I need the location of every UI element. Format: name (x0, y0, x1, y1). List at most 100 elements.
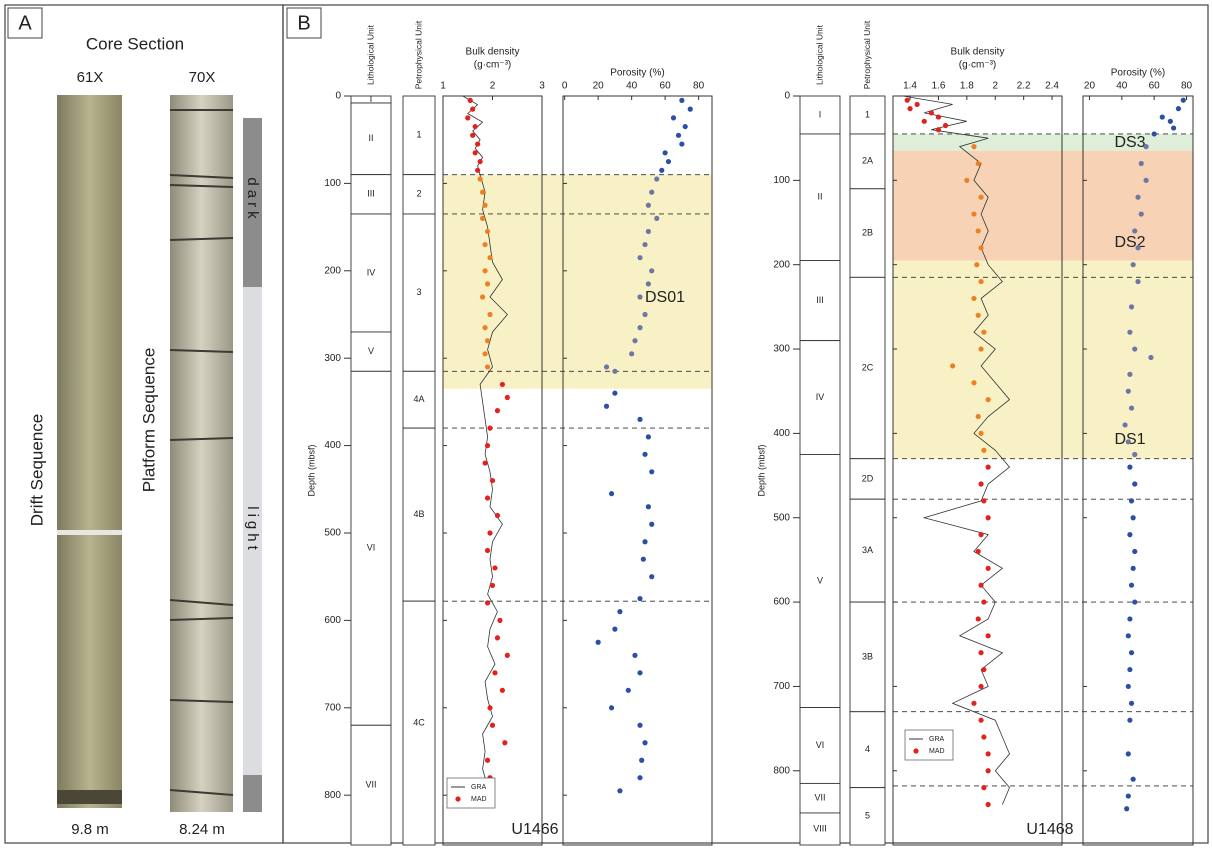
data-point (985, 565, 991, 571)
data-point (978, 346, 984, 352)
data-point (645, 434, 651, 440)
y-tick-label: 700 (324, 702, 341, 713)
panel-label: A (18, 12, 32, 34)
lithological-unit-label: VII (365, 780, 376, 790)
y-tick-label: 600 (773, 597, 790, 608)
y-tick-label: 0 (784, 91, 790, 102)
y-tick-label: 700 (773, 681, 790, 692)
petrophysical-unit (402, 95, 436, 176)
data-point (679, 97, 685, 103)
color-bar-light (243, 287, 262, 775)
data-point (950, 363, 956, 369)
data-point (1128, 650, 1135, 656)
data-point (649, 574, 655, 580)
core-gap (57, 530, 122, 535)
data-point (645, 281, 651, 287)
data-point (981, 329, 987, 335)
zone-label: DS3 (1114, 134, 1145, 151)
data-point (662, 150, 668, 156)
data-point (502, 740, 508, 746)
column-header: Lithological Unit (814, 24, 824, 85)
data-point (1138, 211, 1144, 217)
y-tick-label: 800 (324, 790, 341, 801)
data-point (470, 132, 476, 138)
data-point (904, 97, 910, 103)
x-tick-label: 1.4 (903, 81, 917, 92)
data-point (1127, 616, 1133, 622)
data-point (1167, 118, 1173, 124)
data-point (477, 176, 483, 182)
data-point (978, 683, 984, 690)
petrophysical-unit-label: 1 (865, 109, 870, 119)
data-point (484, 547, 491, 554)
data-point (642, 539, 648, 545)
legend-label: MAD (471, 796, 487, 803)
data-point (1132, 228, 1138, 234)
data-point (492, 670, 498, 676)
color-bar-dark (243, 118, 262, 287)
data-point (482, 351, 488, 357)
data-point (642, 451, 648, 457)
x-tick-label: 40 (626, 81, 638, 92)
data-point (637, 670, 643, 676)
data-point (971, 700, 977, 706)
panel-label-box (7, 7, 43, 39)
column-header: Petrophysical Unit (862, 20, 872, 89)
data-point (1130, 262, 1136, 268)
data-point (1138, 160, 1144, 167)
data-point (1122, 422, 1128, 428)
data-point (617, 609, 623, 615)
data-point (645, 202, 651, 208)
data-point (978, 430, 984, 436)
data-point (482, 202, 488, 208)
data-point (687, 106, 693, 112)
data-point (985, 801, 991, 808)
data-point (974, 262, 980, 268)
data-point (1135, 245, 1141, 251)
data-point (1125, 439, 1131, 445)
y-tick-label: 0 (335, 91, 341, 102)
data-point (1148, 354, 1154, 361)
data-point (1132, 481, 1138, 487)
core-name: 70X (189, 69, 216, 86)
data-point (482, 241, 488, 248)
zone-label: DS1 (1114, 431, 1145, 448)
core-length: 8.24 m (179, 821, 225, 838)
data-point (670, 115, 677, 121)
data-point (487, 530, 493, 536)
data-point (645, 228, 651, 235)
data-point (637, 416, 643, 422)
data-point (649, 189, 655, 195)
panel-title: Core Section (86, 34, 184, 53)
data-point (971, 144, 977, 150)
data-point (649, 268, 655, 274)
lithological-unit-label: II (368, 133, 373, 143)
petrophysical-unit (849, 458, 886, 500)
data-point (487, 705, 493, 711)
core-image (170, 95, 233, 812)
petrophysical-unit (849, 188, 886, 278)
chart-title: Bulk density (951, 47, 1005, 58)
data-point (907, 106, 913, 112)
lithological-unit (799, 260, 841, 342)
data-point (487, 425, 493, 431)
data-point (608, 491, 615, 497)
data-point (637, 294, 643, 300)
x-tick-label: 2 (992, 81, 998, 92)
y-tick-label: 100 (324, 178, 341, 189)
data-point (1127, 532, 1133, 538)
lithological-unit (799, 707, 841, 784)
data-point (489, 477, 496, 484)
data-point (504, 652, 510, 658)
data-point (659, 167, 665, 173)
data-point (480, 215, 486, 221)
data-point (978, 481, 984, 487)
panel-label: B (297, 12, 310, 34)
x-tick-label: 80 (693, 81, 705, 92)
lithological-unit-label: VII (814, 793, 825, 803)
legend-label: GRA (471, 784, 487, 791)
data-point (1128, 582, 1135, 588)
sequence-label: Drift Sequence (27, 414, 46, 526)
data-point (637, 775, 643, 781)
data-point (499, 687, 505, 693)
